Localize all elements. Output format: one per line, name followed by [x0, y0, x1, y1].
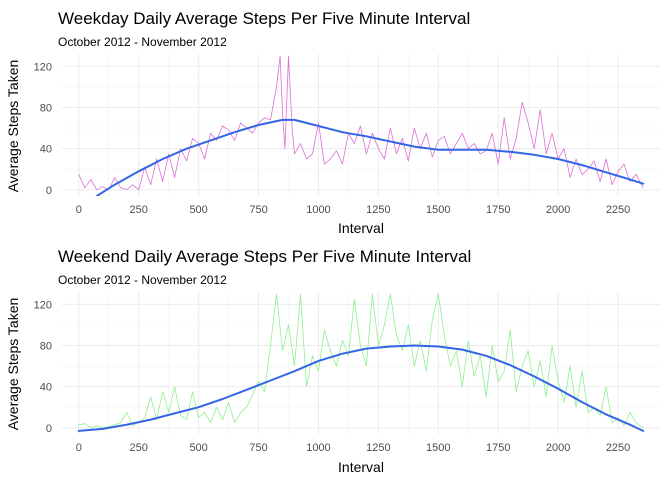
smoothed-trend-line — [95, 118, 645, 196]
x-tick-label: 1000 — [306, 204, 330, 216]
x-tick-label: 0 — [76, 204, 82, 216]
x-tick-label: 750 — [249, 204, 267, 216]
raw-steps-line — [78, 55, 644, 191]
x-tick-label: 2250 — [606, 442, 630, 454]
y-tick-labels: 0 40 80 120 — [34, 299, 52, 434]
chart-subtitle: October 2012 - November 2012 — [58, 273, 227, 287]
chart-title: Weekday Daily Average Steps Per Five Min… — [58, 9, 470, 28]
x-tick-label: 250 — [130, 442, 148, 454]
y-tick-label: 80 — [40, 341, 52, 353]
y-tick-label: 120 — [34, 61, 52, 73]
y-axis-label: Average Steps Taken — [5, 60, 21, 193]
x-tick-label: 1250 — [366, 442, 390, 454]
x-tick-labels: 0 250 500 750 1000 1250 1500 1750 2000 2250 — [76, 442, 631, 454]
y-tick-label: 120 — [34, 299, 52, 311]
x-tick-label: 2000 — [546, 442, 570, 454]
raw-steps-line — [78, 293, 644, 429]
x-tick-label: 1250 — [366, 204, 390, 216]
x-tick-label: 2250 — [606, 204, 630, 216]
y-tick-labels: 0 40 80 120 — [34, 61, 52, 196]
weekend-chart-panel: Weekend Daily Average Steps Per Five Min… — [5, 247, 660, 475]
x-tick-labels: 0 250 500 750 1000 1250 1500 1750 2000 2250 — [76, 204, 631, 216]
x-tick-label: 1500 — [426, 204, 450, 216]
x-tick-label: 2000 — [546, 204, 570, 216]
x-tick-label: 1500 — [426, 442, 450, 454]
chart-subtitle: October 2012 - November 2012 — [58, 35, 227, 49]
x-axis-label: Interval — [338, 220, 384, 236]
y-axis-label: Average Steps Taken — [5, 298, 21, 431]
x-tick-label: 0 — [76, 442, 82, 454]
x-tick-label: 250 — [130, 204, 148, 216]
x-tick-label: 1750 — [486, 442, 510, 454]
y-tick-label: 40 — [40, 144, 52, 156]
x-axis-label: Interval — [338, 459, 384, 475]
gridlines — [62, 54, 660, 196]
chart-title: Weekend Daily Average Steps Per Five Min… — [58, 247, 471, 266]
y-tick-label: 40 — [40, 382, 52, 394]
x-tick-label: 750 — [249, 442, 267, 454]
x-tick-label: 1750 — [486, 204, 510, 216]
y-tick-label: 0 — [46, 423, 52, 435]
x-tick-label: 500 — [189, 442, 207, 454]
weekday-chart-panel: Weekday Daily Average Steps Per Five Min… — [5, 9, 660, 236]
y-tick-label: 80 — [40, 103, 52, 115]
x-tick-label: 500 — [189, 204, 207, 216]
series-group — [77, 293, 645, 432]
x-tick-label: 1000 — [306, 442, 330, 454]
y-tick-label: 0 — [46, 185, 52, 197]
series-group — [78, 55, 645, 196]
smoothed-trend-line — [77, 344, 645, 432]
gridlines — [62, 292, 660, 434]
